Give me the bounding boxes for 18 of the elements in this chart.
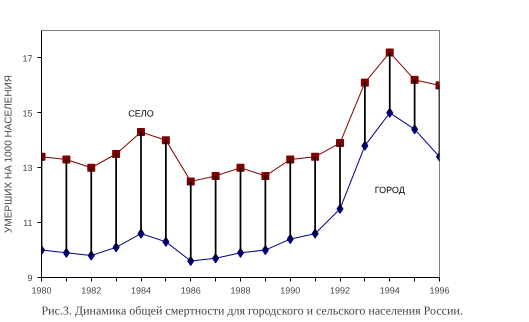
y-axis-title: УМЕРШИХ НА 1000 НАСЕЛЕНИЯ: [3, 75, 14, 233]
text: ГОРОД: [374, 185, 405, 196]
y-tick-label: 15: [22, 108, 33, 118]
series-label: СЕЛО: [128, 108, 154, 118]
x-tick-label: 1990: [280, 286, 300, 296]
text: Рис.3. Динамика общей смертности для городского и сельского населения России.: [42, 304, 463, 318]
y-tick-label: 11: [23, 218, 32, 228]
y-tick-label: 13: [22, 163, 33, 174]
x-tick-label: 1986: [180, 286, 201, 296]
x-tick-label: 1988: [230, 286, 251, 296]
x-tick-label: 1994: [380, 286, 400, 296]
x-tick-label: 1996: [429, 286, 450, 296]
y-tick-label: 9: [27, 273, 33, 283]
x-tick-label: 1992: [330, 286, 350, 296]
x-tick-label: 1984: [130, 286, 152, 296]
x-tick-label: 1982: [81, 286, 102, 296]
x-tick-label: 1980: [31, 286, 52, 296]
y-tick-label: 17: [22, 53, 33, 64]
